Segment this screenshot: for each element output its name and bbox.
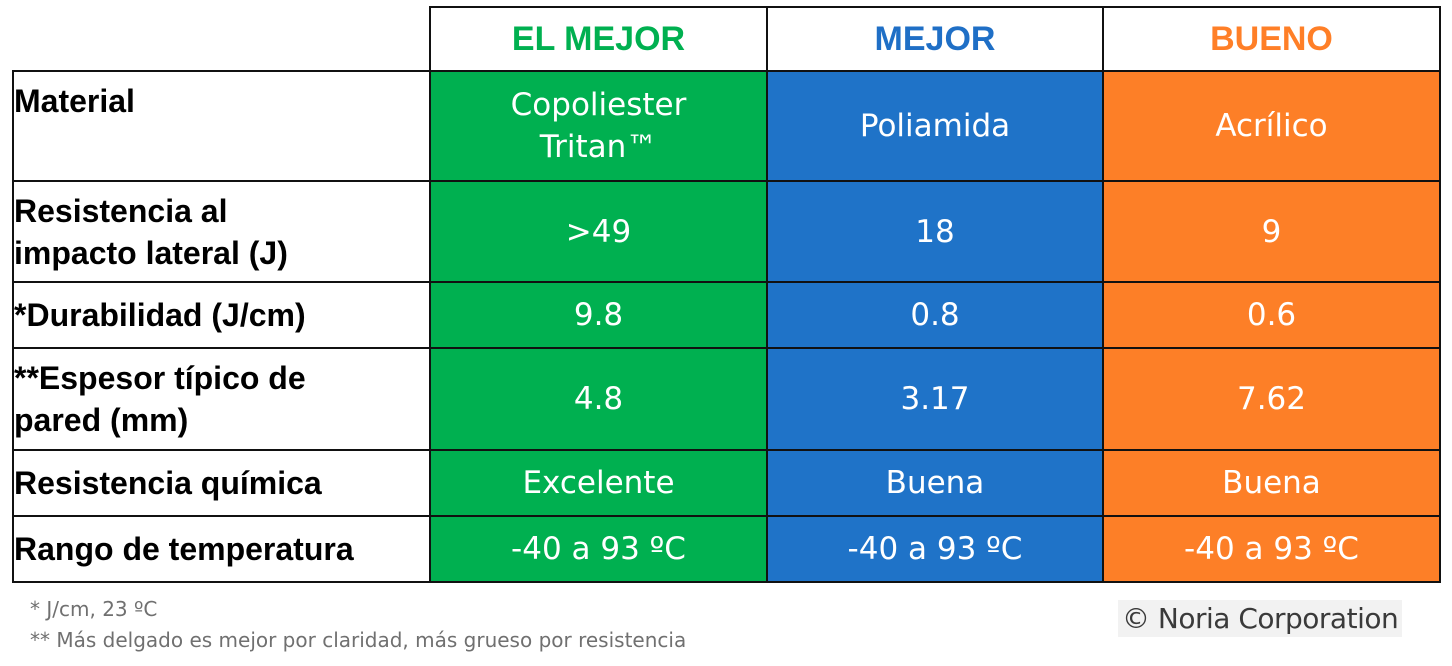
cell-best: 9.8 — [429, 281, 768, 349]
cell-better: Poliamida — [766, 70, 1104, 182]
table-row-material: Material Copoliester Tritan™ Poliamida Ac… — [12, 70, 1441, 182]
cell-best: Excelente — [429, 449, 768, 517]
cell-best: -40 a 93 ºC — [429, 515, 768, 583]
table-row-durability: *Durabilidad (J/cm) 9.8 0.8 0.6 — [12, 281, 1441, 349]
row-label: Material — [12, 70, 431, 182]
table-row-impact: Resistencia al impacto lateral (J) >49 18… — [12, 180, 1441, 283]
row-label: **Espesor típico de pared (mm) — [12, 347, 431, 451]
header-good: BUENO — [1102, 6, 1441, 72]
cell-good: Acrílico — [1102, 70, 1441, 182]
row-label: *Durabilidad (J/cm) — [12, 281, 431, 349]
comparison-table: EL MEJOR MEJOR BUENO Material Copolieste… — [12, 6, 1441, 583]
footnote-1: * J/cm, 23 ºC — [30, 597, 158, 621]
header-row: EL MEJOR MEJOR BUENO — [13, 6, 1441, 72]
cell-best: Copoliester Tritan™ — [429, 70, 768, 182]
row-label: Resistencia química — [12, 449, 431, 517]
copyright-watermark: © Noria Corporation — [1118, 600, 1403, 637]
cell-good: 9 — [1102, 180, 1441, 283]
cell-better: 0.8 — [766, 281, 1104, 349]
row-label: Resistencia al impacto lateral (J) — [12, 180, 431, 283]
cell-good: -40 a 93 ºC — [1102, 515, 1441, 583]
cell-better: 18 — [766, 180, 1104, 283]
cell-better: -40 a 93 ºC — [766, 515, 1104, 583]
cell-good: Buena — [1102, 449, 1441, 517]
cell-best: >49 — [429, 180, 768, 283]
table-row-chemical: Resistencia química Excelente Buena Buen… — [12, 449, 1441, 517]
table-row-temperature: Rango de temperatura -40 a 93 ºC -40 a 9… — [12, 515, 1441, 583]
cell-good: 0.6 — [1102, 281, 1441, 349]
cell-better: 3.17 — [766, 347, 1104, 451]
footnotes: * J/cm, 23 ºC ** Más delgado es mejor po… — [30, 594, 686, 656]
row-label: Rango de temperatura — [12, 515, 431, 583]
cell-best: 4.8 — [429, 347, 768, 451]
header-blank-cell — [13, 7, 431, 72]
cell-better: Buena — [766, 449, 1104, 517]
table-row-thickness: **Espesor típico de pared (mm) 4.8 3.17 7… — [12, 347, 1441, 451]
header-better: MEJOR — [766, 6, 1104, 72]
cell-good: 7.62 — [1102, 347, 1441, 451]
footnote-2: ** Más delgado es mejor por claridad, má… — [30, 628, 687, 652]
header-best: EL MEJOR — [429, 6, 768, 72]
